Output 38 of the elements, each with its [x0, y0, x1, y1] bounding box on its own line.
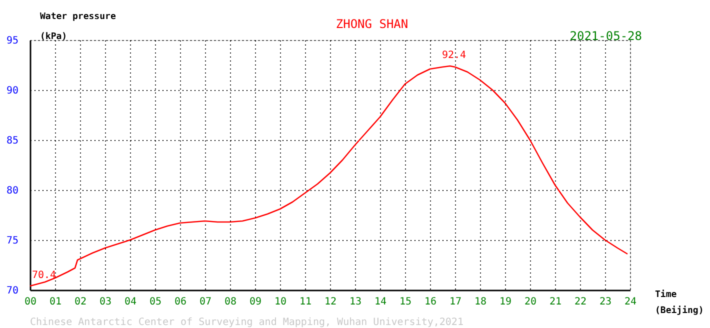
x-tick-label: 12 — [324, 296, 337, 308]
x-tick-label: 10 — [274, 296, 287, 308]
y-tick-label: 95 — [6, 36, 18, 46]
x-tick-label: 21 — [549, 296, 562, 308]
x-tick-label: 18 — [474, 296, 487, 308]
x-tick-label: 22 — [574, 296, 587, 308]
x-tick-label: 20 — [524, 296, 537, 308]
annotation: 70.4 — [32, 270, 56, 281]
x-tick-label: 06 — [174, 296, 187, 308]
x-tick-label: 03 — [99, 296, 112, 308]
x-tick-label: 15 — [399, 296, 412, 308]
y-axis-title: Water pressure (kPa) — [40, 12, 116, 42]
x-tick-label: 17 — [449, 296, 462, 308]
x-tick-label: 23 — [599, 296, 612, 308]
y-tick-label: 85 — [6, 136, 18, 146]
annotation: 92.4 — [442, 50, 466, 61]
x-axis-title: Time (Beijing) — [655, 289, 704, 316]
y-tick-label: 70 — [6, 286, 18, 296]
x-tick-label: 00 — [24, 296, 37, 308]
x-tick-label: 11 — [299, 296, 312, 308]
y-tick-label: 90 — [6, 86, 18, 96]
chart-title: ZHONG SHAN — [336, 17, 408, 31]
y-tick-label: 80 — [6, 186, 18, 196]
x-tick-label: 08 — [224, 296, 237, 308]
x-tick-label: 14 — [374, 296, 387, 308]
line-series — [29, 65, 628, 287]
x-tick-label: 07 — [199, 296, 212, 308]
x-tick-label: 05 — [149, 296, 162, 308]
x-tick-label: 19 — [499, 296, 512, 308]
x-tick-label: 04 — [124, 296, 137, 308]
x-tick-label: 01 — [49, 296, 62, 308]
x-tick-label: 24 — [624, 296, 637, 308]
chart-subtitle: 2021-05-28 — [570, 29, 642, 43]
x-tick-label: 02 — [74, 296, 87, 308]
x-tick-label: 16 — [424, 296, 437, 308]
x-tick-label: 09 — [249, 296, 262, 308]
y-tick-label: 75 — [6, 236, 18, 246]
x-tick-label: 13 — [349, 296, 362, 308]
